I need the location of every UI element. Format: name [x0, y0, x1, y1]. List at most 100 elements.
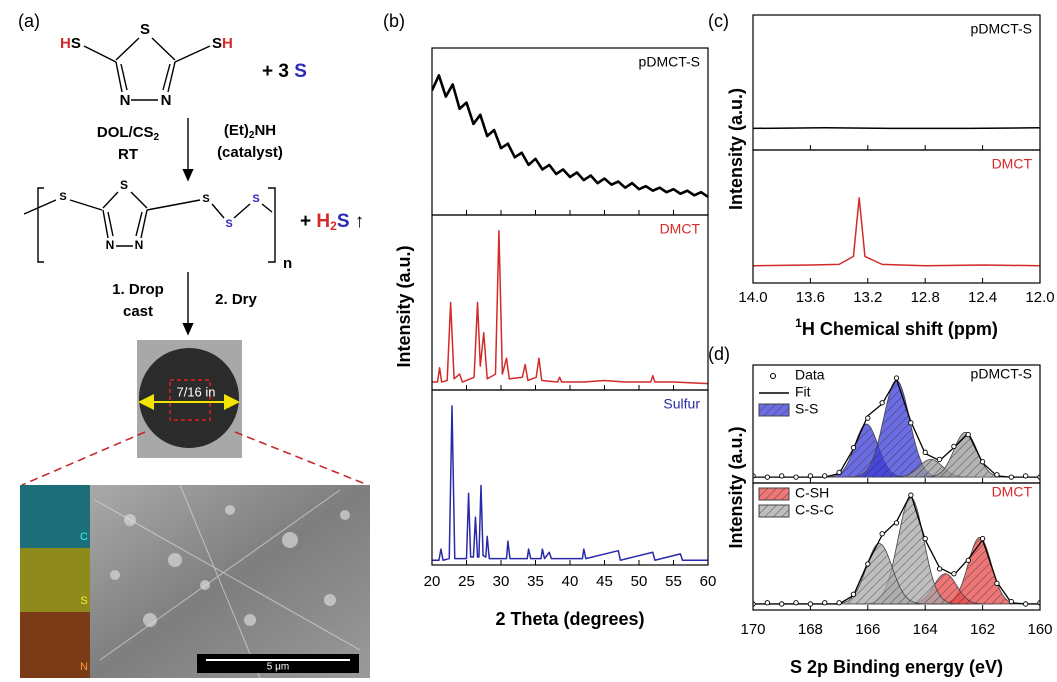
data-point — [951, 443, 957, 450]
reagent-count: + 3 — [262, 61, 289, 82]
data-point — [764, 474, 770, 480]
x-tick-label: 35 — [527, 573, 544, 590]
data-point — [922, 449, 928, 455]
plot-area — [753, 375, 1040, 480]
x-axis-label: 2 Theta (degrees) — [495, 609, 644, 629]
hatch — [885, 459, 977, 478]
step: 2. Dry — [215, 291, 257, 308]
plot-area — [432, 405, 708, 561]
legend-label: C-S-C — [795, 502, 834, 518]
subplot-frame — [431, 47, 709, 216]
condition: DOL/CS2 — [97, 124, 160, 143]
y-axis-label: Intensity (a.u.) — [394, 245, 414, 367]
x-axis-label: S 2p Binding energy (eV) — [790, 657, 1003, 677]
x-tick-label: 12.0 — [1025, 289, 1054, 306]
data-point — [836, 469, 842, 476]
gas-arrow: ↑ — [355, 211, 365, 232]
plot-area — [753, 197, 1040, 267]
x-axis-title: S 2p Binding energy (eV) — [790, 657, 1003, 677]
data-point — [951, 571, 957, 577]
data-point — [893, 520, 900, 526]
data-point — [994, 580, 1000, 587]
x-tick-label: 12.8 — [911, 289, 940, 306]
panel-label: (c) — [708, 11, 729, 31]
x-tick-label: 55 — [665, 573, 682, 590]
x-tick-label: 50 — [631, 573, 648, 590]
x-tick-label: 30 — [493, 573, 510, 590]
atom: S — [294, 61, 307, 82]
atom: S — [120, 178, 128, 192]
step: cast — [123, 303, 153, 320]
atom: H — [316, 211, 330, 232]
panel-label: (a) — [18, 11, 40, 31]
x-tick-label: 166 — [855, 621, 880, 638]
hatch — [844, 380, 949, 478]
x-tick-label: 13.2 — [853, 289, 882, 306]
data-point — [850, 444, 857, 451]
panel-label: (d) — [708, 344, 730, 364]
solvent: DOL/CS — [97, 124, 154, 141]
line-series — [753, 126, 1040, 130]
x-tick-label: 160 — [1027, 621, 1052, 638]
data-point — [908, 420, 914, 426]
condition: (Et)2NH — [224, 122, 276, 141]
x-tick-label: 60 — [700, 573, 717, 590]
condition: RT — [118, 146, 138, 163]
data-point — [807, 601, 814, 607]
line-series — [753, 197, 1040, 267]
atom: N — [106, 238, 115, 252]
legend-label: S-S — [795, 401, 818, 417]
y-axis-label: Intensity (a.u.) — [726, 426, 746, 548]
atom: S — [337, 211, 350, 232]
data-point — [965, 557, 971, 564]
x-axis-label: 1H Chemical shift (ppm) — [795, 316, 998, 339]
pellet-photo: 7/16 in — [21, 340, 369, 486]
x-tick-label: 164 — [913, 621, 938, 638]
step: 1. Drop — [112, 281, 164, 298]
atom: N — [120, 92, 131, 109]
thiol: SH — [212, 35, 233, 52]
data-point — [850, 591, 857, 597]
hatch — [859, 497, 963, 604]
scheme: (a) S N N HS SH + 3 S DOL/CS2 RT (Et)2NH… — [18, 11, 364, 336]
legend-label: Fit — [795, 384, 811, 400]
repeat-unit: n — [283, 255, 292, 272]
series-label: DMCT — [992, 484, 1033, 500]
reagent: + 3 S — [262, 61, 307, 82]
series-label: pDMCT-S — [639, 54, 700, 70]
data-point — [879, 400, 885, 406]
data-point — [793, 474, 799, 480]
legend-label: Data — [795, 367, 825, 383]
line-series — [432, 405, 708, 561]
series-label: pDMCT-S — [971, 366, 1032, 382]
atom: S — [140, 21, 150, 38]
legend-hatch — [759, 404, 789, 416]
plus: + — [300, 211, 311, 232]
atom: S — [252, 193, 259, 205]
x-tick-label: 12.4 — [968, 289, 997, 306]
atom: S — [202, 193, 209, 205]
atom: S — [59, 191, 66, 203]
atom: S — [225, 218, 232, 230]
legend-hatch — [759, 505, 789, 517]
data-point — [822, 600, 828, 606]
byproduct: + H2S ↑ — [300, 211, 364, 233]
data-point — [1008, 598, 1014, 605]
x-tick-label: 162 — [970, 621, 995, 638]
condition: (catalyst) — [217, 144, 283, 161]
x-tick-label: 25 — [458, 573, 475, 590]
data-point — [979, 459, 986, 465]
hatch — [899, 573, 992, 604]
line-series — [432, 230, 708, 385]
series-label: DMCT — [992, 156, 1033, 172]
sem-image: C S N 5 μm — [20, 484, 370, 679]
subscript: 2 — [154, 132, 160, 143]
x-tick-label: 13.6 — [796, 289, 825, 306]
data-point — [865, 561, 871, 567]
data-point — [1023, 473, 1029, 479]
hatch — [827, 543, 931, 604]
data-point — [979, 535, 986, 542]
plot-area — [753, 126, 1040, 130]
data-point — [779, 473, 785, 479]
